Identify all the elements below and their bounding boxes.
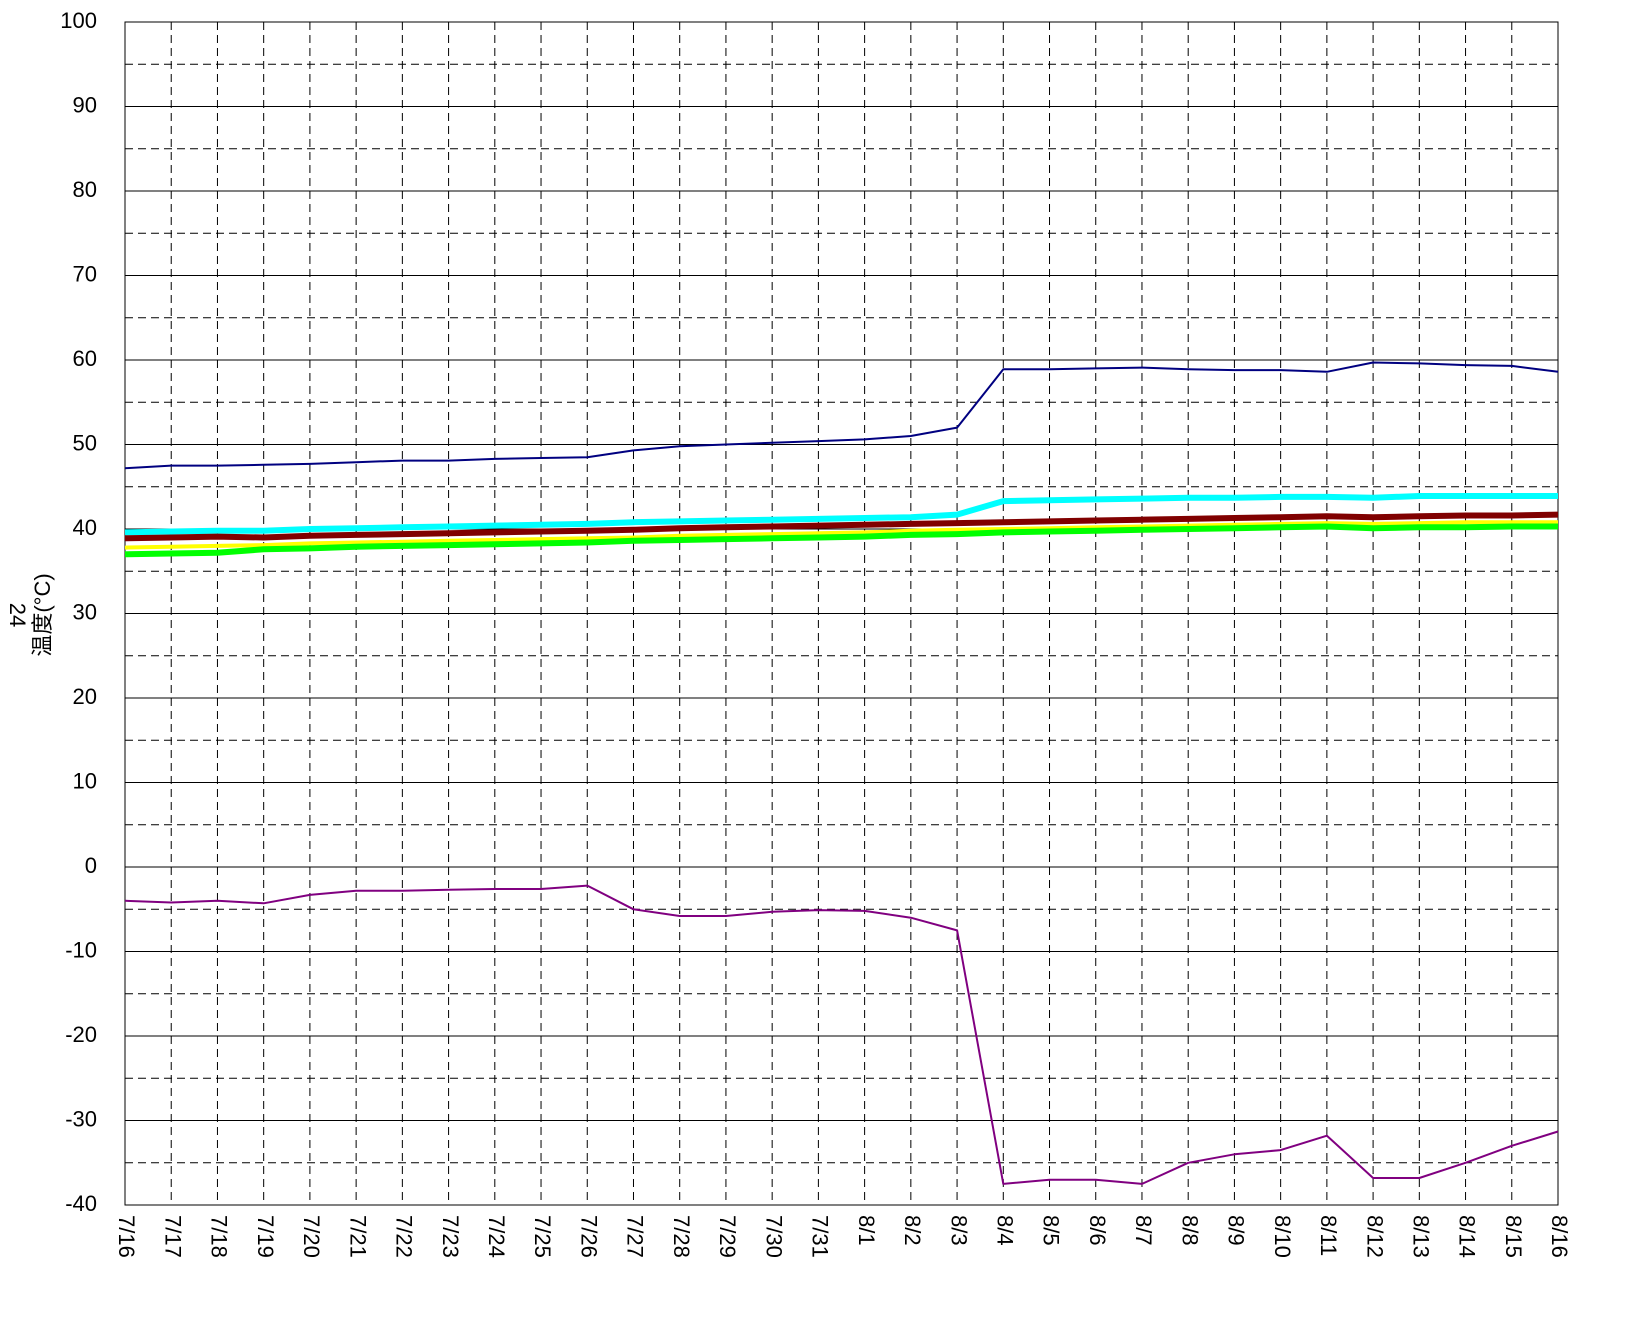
x-tick-label: 7/25 bbox=[530, 1215, 555, 1258]
x-tick-label: 8/14 bbox=[1455, 1215, 1480, 1258]
series-line bbox=[124, 511, 1559, 542]
y-tick-label: 50 bbox=[73, 430, 97, 455]
x-tick-label: 7/19 bbox=[253, 1215, 278, 1258]
x-tick-label: 7/22 bbox=[392, 1215, 417, 1258]
x-tick-label: 7/28 bbox=[669, 1215, 694, 1258]
y-tick-label: 80 bbox=[73, 177, 97, 202]
x-tick-label: 7/21 bbox=[345, 1215, 370, 1258]
x-tick-label: 8/11 bbox=[1316, 1215, 1341, 1256]
annotation: 24 bbox=[5, 603, 30, 627]
y-tick-label: -10 bbox=[65, 937, 97, 962]
series-line bbox=[124, 361, 1559, 470]
y-tick-label: 90 bbox=[73, 92, 97, 117]
x-tick-label: 8/16 bbox=[1547, 1215, 1572, 1258]
series-line bbox=[124, 884, 1559, 1185]
x-tick-label: 8/4 bbox=[992, 1215, 1017, 1246]
x-tick-label: 8/5 bbox=[1039, 1215, 1064, 1246]
series-line bbox=[124, 493, 1558, 536]
y-tick-label: 100 bbox=[60, 8, 97, 33]
x-tick-label: 7/17 bbox=[160, 1215, 185, 1258]
y-tick-label: 60 bbox=[73, 346, 97, 371]
x-tick-label: 7/24 bbox=[484, 1215, 509, 1258]
x-tick-label: 7/20 bbox=[299, 1215, 324, 1258]
x-tick-label: 8/8 bbox=[1177, 1215, 1202, 1246]
x-tick-label: 8/12 bbox=[1362, 1215, 1387, 1258]
y-tick-label: -30 bbox=[65, 1106, 97, 1131]
x-tick-label: 8/13 bbox=[1409, 1215, 1434, 1258]
x-tick-label: 7/18 bbox=[207, 1215, 232, 1258]
y-tick-label: 10 bbox=[73, 768, 97, 793]
x-tick-label: 7/29 bbox=[715, 1215, 740, 1258]
x-tick-label: 8/15 bbox=[1501, 1215, 1526, 1258]
plot-frame bbox=[124, 21, 1559, 1206]
y-tick-label: 0 bbox=[85, 853, 97, 878]
y-tick-label: 30 bbox=[73, 599, 97, 624]
x-tick-label: 8/10 bbox=[1270, 1215, 1295, 1258]
x-tick-label: 7/16 bbox=[114, 1215, 139, 1258]
x-tick-label: 7/31 bbox=[808, 1215, 833, 1258]
x-tick-label: 7/27 bbox=[623, 1215, 648, 1258]
y-tick-label: -20 bbox=[65, 1022, 97, 1047]
series-line bbox=[124, 520, 1558, 550]
x-tick-label: 8/9 bbox=[1224, 1215, 1249, 1246]
x-tick-label: 8/6 bbox=[1085, 1215, 1110, 1246]
y-tick-label: -40 bbox=[65, 1191, 97, 1216]
series-line bbox=[124, 523, 1558, 558]
y-tick-label: 20 bbox=[73, 684, 97, 709]
y-tick-label: 40 bbox=[73, 515, 97, 540]
y-tick-label: 70 bbox=[73, 261, 97, 286]
y-axis-title: 温度(°C) bbox=[30, 573, 55, 656]
x-tick-label: 8/2 bbox=[900, 1215, 925, 1246]
x-tick-label: 8/1 bbox=[854, 1215, 879, 1246]
x-tick-label: 8/7 bbox=[1131, 1215, 1156, 1246]
x-tick-label: 8/3 bbox=[946, 1215, 971, 1246]
x-tick-label: 7/26 bbox=[576, 1215, 601, 1258]
x-tick-label: 7/30 bbox=[761, 1215, 786, 1258]
x-tick-label: 7/23 bbox=[438, 1215, 463, 1258]
